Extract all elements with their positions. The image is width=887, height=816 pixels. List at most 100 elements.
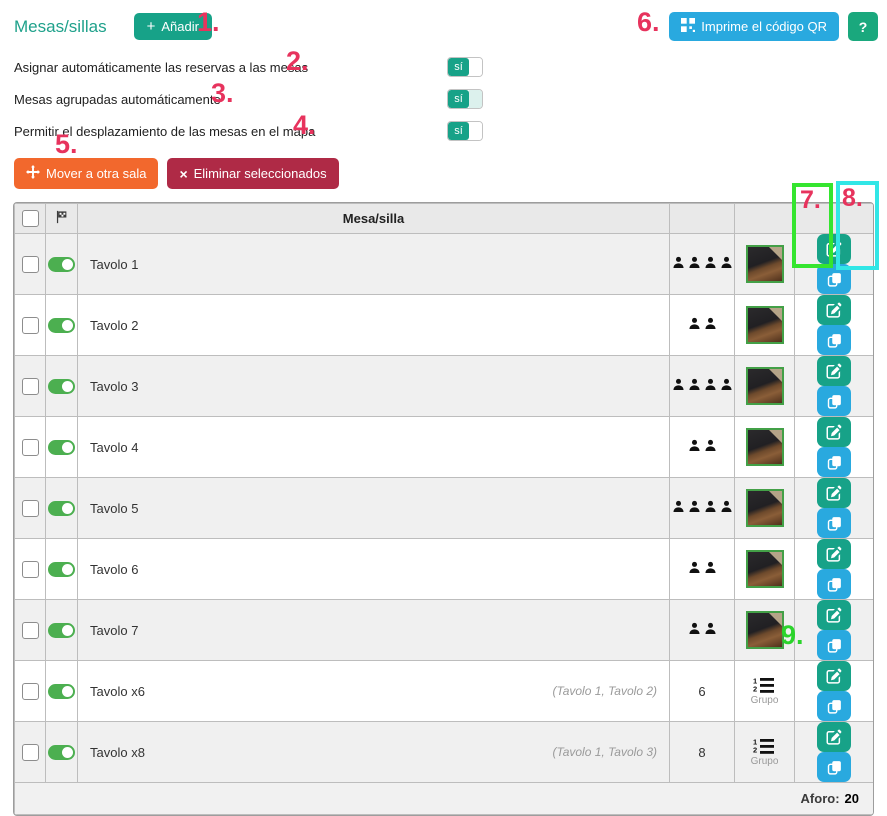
row-checkbox[interactable] xyxy=(21,438,39,456)
row-active-toggle[interactable] xyxy=(48,562,75,578)
allow-move-toggle[interactable]: sí xyxy=(447,121,483,141)
table-row: Tavolo 5 xyxy=(14,477,873,539)
toggle-knob xyxy=(62,625,73,637)
row-checkbox[interactable] xyxy=(21,682,39,700)
toggle-knob xyxy=(62,747,73,759)
move-to-room-button[interactable]: Mover a otra sala xyxy=(14,158,159,189)
row-checkbox[interactable] xyxy=(21,621,39,639)
table-row: Tavolo x6 (Tavolo 1, Tavolo 2) 6 1 2 Grupo xyxy=(14,660,873,722)
row-checkbox[interactable] xyxy=(21,499,39,517)
setting-label: Permitir el desplazamiento de las mesas … xyxy=(14,123,316,139)
edit-button[interactable] xyxy=(817,417,851,447)
edit-button[interactable] xyxy=(817,661,851,691)
row-checkbox[interactable] xyxy=(21,255,39,273)
move-icon xyxy=(26,165,40,182)
toggle-on-label: sí xyxy=(448,58,469,76)
delete-selected-button[interactable]: × Eliminar seleccionados xyxy=(167,158,339,189)
toggle-knob xyxy=(62,686,73,698)
edit-button[interactable] xyxy=(817,722,851,752)
auto-assign-toggle[interactable]: sí xyxy=(447,57,483,77)
seats-icons xyxy=(688,622,717,635)
seats-count: 8 xyxy=(698,744,706,760)
select-all-checkbox[interactable] xyxy=(21,210,39,228)
move-button-label: Mover a otra sala xyxy=(46,166,147,181)
copy-button[interactable] xyxy=(817,691,851,721)
row-name: Tavolo 2 xyxy=(90,317,139,333)
edit-button[interactable] xyxy=(817,478,851,508)
group-icon: 1 2 Grupo xyxy=(751,677,779,706)
table-header-row: Mesa/silla xyxy=(14,203,873,234)
row-active-toggle[interactable] xyxy=(48,440,75,456)
group-label: Grupo xyxy=(750,694,779,706)
toggle-track xyxy=(469,58,482,76)
row-active-toggle[interactable] xyxy=(48,379,75,395)
help-button[interactable]: ? xyxy=(848,12,878,41)
table-row: Tavolo x8 (Tavolo 1, Tavolo 3) 8 1 2 Grupo xyxy=(14,721,873,783)
capacity-label: Aforo: xyxy=(800,791,840,806)
group-icon: 1 2 Grupo xyxy=(751,738,779,767)
row-name: Tavolo 7 xyxy=(90,622,139,638)
row-detail: (Tavolo 1, Tavolo 2) xyxy=(552,684,657,698)
column-header-actions xyxy=(794,203,873,234)
copy-button[interactable] xyxy=(817,508,851,538)
edit-button[interactable] xyxy=(817,539,851,569)
plus-icon: + xyxy=(146,18,156,35)
column-header-name: Mesa/silla xyxy=(77,203,670,234)
row-active-toggle[interactable] xyxy=(48,745,75,761)
copy-button[interactable] xyxy=(817,325,851,355)
seats-icons xyxy=(688,439,717,452)
print-qr-label: Imprime el código QR xyxy=(701,19,827,34)
row-detail: (Tavolo 1, Tavolo 3) xyxy=(552,745,657,759)
print-qr-button[interactable]: Imprime el código QR xyxy=(669,12,839,41)
edit-button[interactable] xyxy=(817,234,851,264)
flag-icon xyxy=(55,210,69,227)
row-active-toggle[interactable] xyxy=(48,684,75,700)
edit-button[interactable] xyxy=(817,600,851,630)
add-button[interactable]: + Añadir xyxy=(133,13,212,40)
auto-group-toggle[interactable]: sí xyxy=(447,89,483,109)
copy-button[interactable] xyxy=(817,264,851,294)
seats-count: 6 xyxy=(698,683,706,699)
row-name: Tavolo 5 xyxy=(90,500,139,516)
setting-allow-move: Permitir el desplazamiento de las mesas … xyxy=(0,115,887,147)
copy-button[interactable] xyxy=(817,386,851,416)
qr-code-icon xyxy=(681,18,696,35)
column-header-seats xyxy=(669,203,735,234)
page-title: Mesas/sillas xyxy=(14,16,107,36)
copy-button[interactable] xyxy=(817,447,851,477)
topbar-right: Imprime el código QR ? xyxy=(669,12,878,41)
table-row: Tavolo 7 xyxy=(14,599,873,661)
table-photo xyxy=(745,306,784,344)
table-photo xyxy=(745,489,784,527)
toggle-track xyxy=(469,122,482,140)
toggle-knob xyxy=(62,564,73,576)
copy-button[interactable] xyxy=(817,630,851,660)
setting-label: Mesas agrupadas automáticamente xyxy=(14,91,221,107)
toggle-knob xyxy=(62,503,73,515)
row-checkbox[interactable] xyxy=(21,560,39,578)
svg-text:2: 2 xyxy=(753,745,757,754)
table-photo xyxy=(745,245,784,283)
row-name: Tavolo x8 xyxy=(90,744,145,760)
table-photo xyxy=(745,550,784,588)
row-checkbox[interactable] xyxy=(21,743,39,761)
tables-table: Mesa/silla Tavolo 1 Tavolo 2 Tavolo 3 Tavol… xyxy=(13,202,874,816)
copy-button[interactable] xyxy=(817,752,851,782)
row-checkbox[interactable] xyxy=(21,377,39,395)
delete-button-label: Eliminar seleccionados xyxy=(193,166,327,181)
toggle-knob xyxy=(62,442,73,454)
bulk-actions: Mover a otra sala × Eliminar seleccionad… xyxy=(0,158,887,189)
row-active-toggle[interactable] xyxy=(48,501,75,517)
toggle-knob xyxy=(62,259,73,271)
edit-button[interactable] xyxy=(817,356,851,386)
seats-icons xyxy=(672,500,733,513)
edit-button[interactable] xyxy=(817,295,851,325)
row-name: Tavolo 6 xyxy=(90,561,139,577)
row-active-toggle[interactable] xyxy=(48,257,75,273)
table-row: Tavolo 2 xyxy=(14,294,873,356)
row-checkbox[interactable] xyxy=(21,316,39,334)
row-active-toggle[interactable] xyxy=(48,623,75,639)
x-icon: × xyxy=(179,165,188,182)
copy-button[interactable] xyxy=(817,569,851,599)
row-active-toggle[interactable] xyxy=(48,318,75,334)
